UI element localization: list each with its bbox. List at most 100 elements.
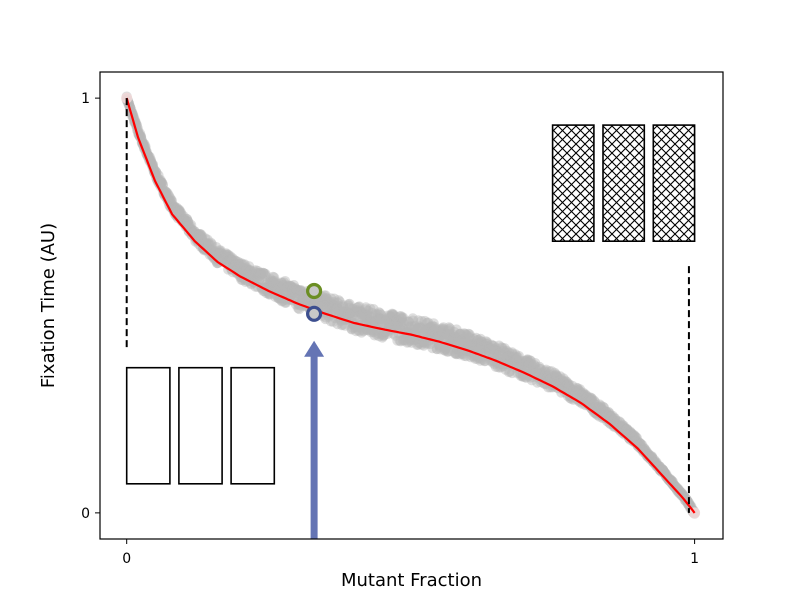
scatter-point <box>355 305 366 316</box>
scatter-point <box>679 492 690 503</box>
scatter-point <box>596 410 607 421</box>
scatter-point <box>243 261 255 272</box>
scatter-point <box>569 391 580 402</box>
scatter-point <box>531 364 542 375</box>
scatter-point <box>614 423 625 435</box>
scatter-point <box>321 293 332 304</box>
scatter-point <box>606 411 617 422</box>
scatter-point <box>525 358 536 369</box>
empty-box <box>230 366 276 485</box>
scatter-point <box>493 340 505 351</box>
green-point <box>306 282 323 300</box>
scatter-point <box>291 292 303 304</box>
scatter-point <box>414 321 425 332</box>
scatter-point <box>578 388 589 400</box>
scatter-point <box>184 220 196 231</box>
scatter-point <box>392 317 403 328</box>
scatter-point <box>175 206 186 217</box>
scatter-point <box>567 380 578 392</box>
scatter-point <box>581 398 592 409</box>
scatter-point <box>664 475 675 486</box>
scatter-point <box>647 456 659 467</box>
scatter-point <box>456 334 468 346</box>
scatter-point <box>345 307 356 319</box>
scatter-point <box>576 389 588 400</box>
scatter-point <box>444 328 456 339</box>
scatter-point <box>377 332 388 343</box>
scatter-point <box>254 267 266 279</box>
scatter-point <box>481 341 493 352</box>
scatter-point <box>489 345 500 356</box>
scatter-point <box>492 361 504 373</box>
scatter-point <box>598 402 610 413</box>
scatter-point <box>645 454 657 465</box>
scatter-point <box>319 300 330 311</box>
scatter-point <box>240 265 251 276</box>
scatter-point <box>436 330 447 341</box>
scatter-point <box>280 284 292 295</box>
scatter-point <box>511 352 522 363</box>
scatter-point <box>370 316 381 327</box>
scatter-point <box>628 436 639 447</box>
scatter-point <box>405 335 416 346</box>
scatter-point <box>436 325 447 336</box>
scatter-point <box>379 329 390 340</box>
scatter-point <box>356 306 367 318</box>
scatter-point <box>195 232 207 243</box>
scatter-point <box>528 359 540 371</box>
scatter-point <box>332 297 343 308</box>
scatter-point <box>627 431 638 442</box>
scatter-point <box>183 220 195 231</box>
scatter-point <box>443 322 455 333</box>
scatter-point <box>369 330 380 341</box>
blue-point <box>306 305 323 322</box>
scatter-point <box>356 309 367 320</box>
scatter-point <box>271 279 282 291</box>
scatter-point <box>497 349 508 361</box>
scatter-point <box>661 471 672 482</box>
scatter-point <box>207 244 219 256</box>
scatter-point <box>365 315 376 326</box>
scatter-point <box>413 339 424 350</box>
scatter-point <box>625 426 636 437</box>
scatter-point <box>566 384 577 395</box>
scatter-point <box>485 346 496 357</box>
scatter-point <box>216 252 227 263</box>
scatter-point <box>530 358 541 369</box>
scatter-point <box>425 338 436 350</box>
scatter-point <box>523 359 534 371</box>
scatter-point <box>472 353 483 365</box>
scatter-point <box>644 453 655 464</box>
scatter-point <box>442 329 453 340</box>
scatter-point <box>663 473 674 485</box>
scatter-point <box>534 363 545 374</box>
scatter-point <box>380 315 391 326</box>
scatter-point <box>393 315 404 327</box>
scatter-point <box>194 232 206 243</box>
scatter-point <box>372 327 384 339</box>
scatter-point <box>191 228 202 239</box>
hatched-box <box>602 124 646 242</box>
scatter-point <box>432 331 444 342</box>
scatter-point <box>270 276 281 287</box>
scatter-point <box>440 344 451 355</box>
scatter-point <box>414 338 425 349</box>
scatter-point <box>597 404 609 416</box>
scatter-point <box>426 321 437 332</box>
scatter-point <box>356 327 367 338</box>
scatter-point <box>572 390 583 401</box>
scatter-point <box>503 347 515 358</box>
scatter-point <box>363 310 375 322</box>
scatter-point <box>318 295 329 307</box>
scatter-point <box>603 410 614 421</box>
scatter-point <box>641 449 652 461</box>
scatter-point <box>214 247 225 258</box>
scatter-point <box>224 251 235 263</box>
scatter-point <box>453 334 464 345</box>
scatter-point <box>675 487 686 498</box>
x-tick-label: 1 <box>690 551 699 567</box>
scatter-point <box>615 425 626 436</box>
scatter-point <box>201 238 212 249</box>
scatter-point <box>514 355 526 366</box>
scatter-point <box>584 396 595 408</box>
